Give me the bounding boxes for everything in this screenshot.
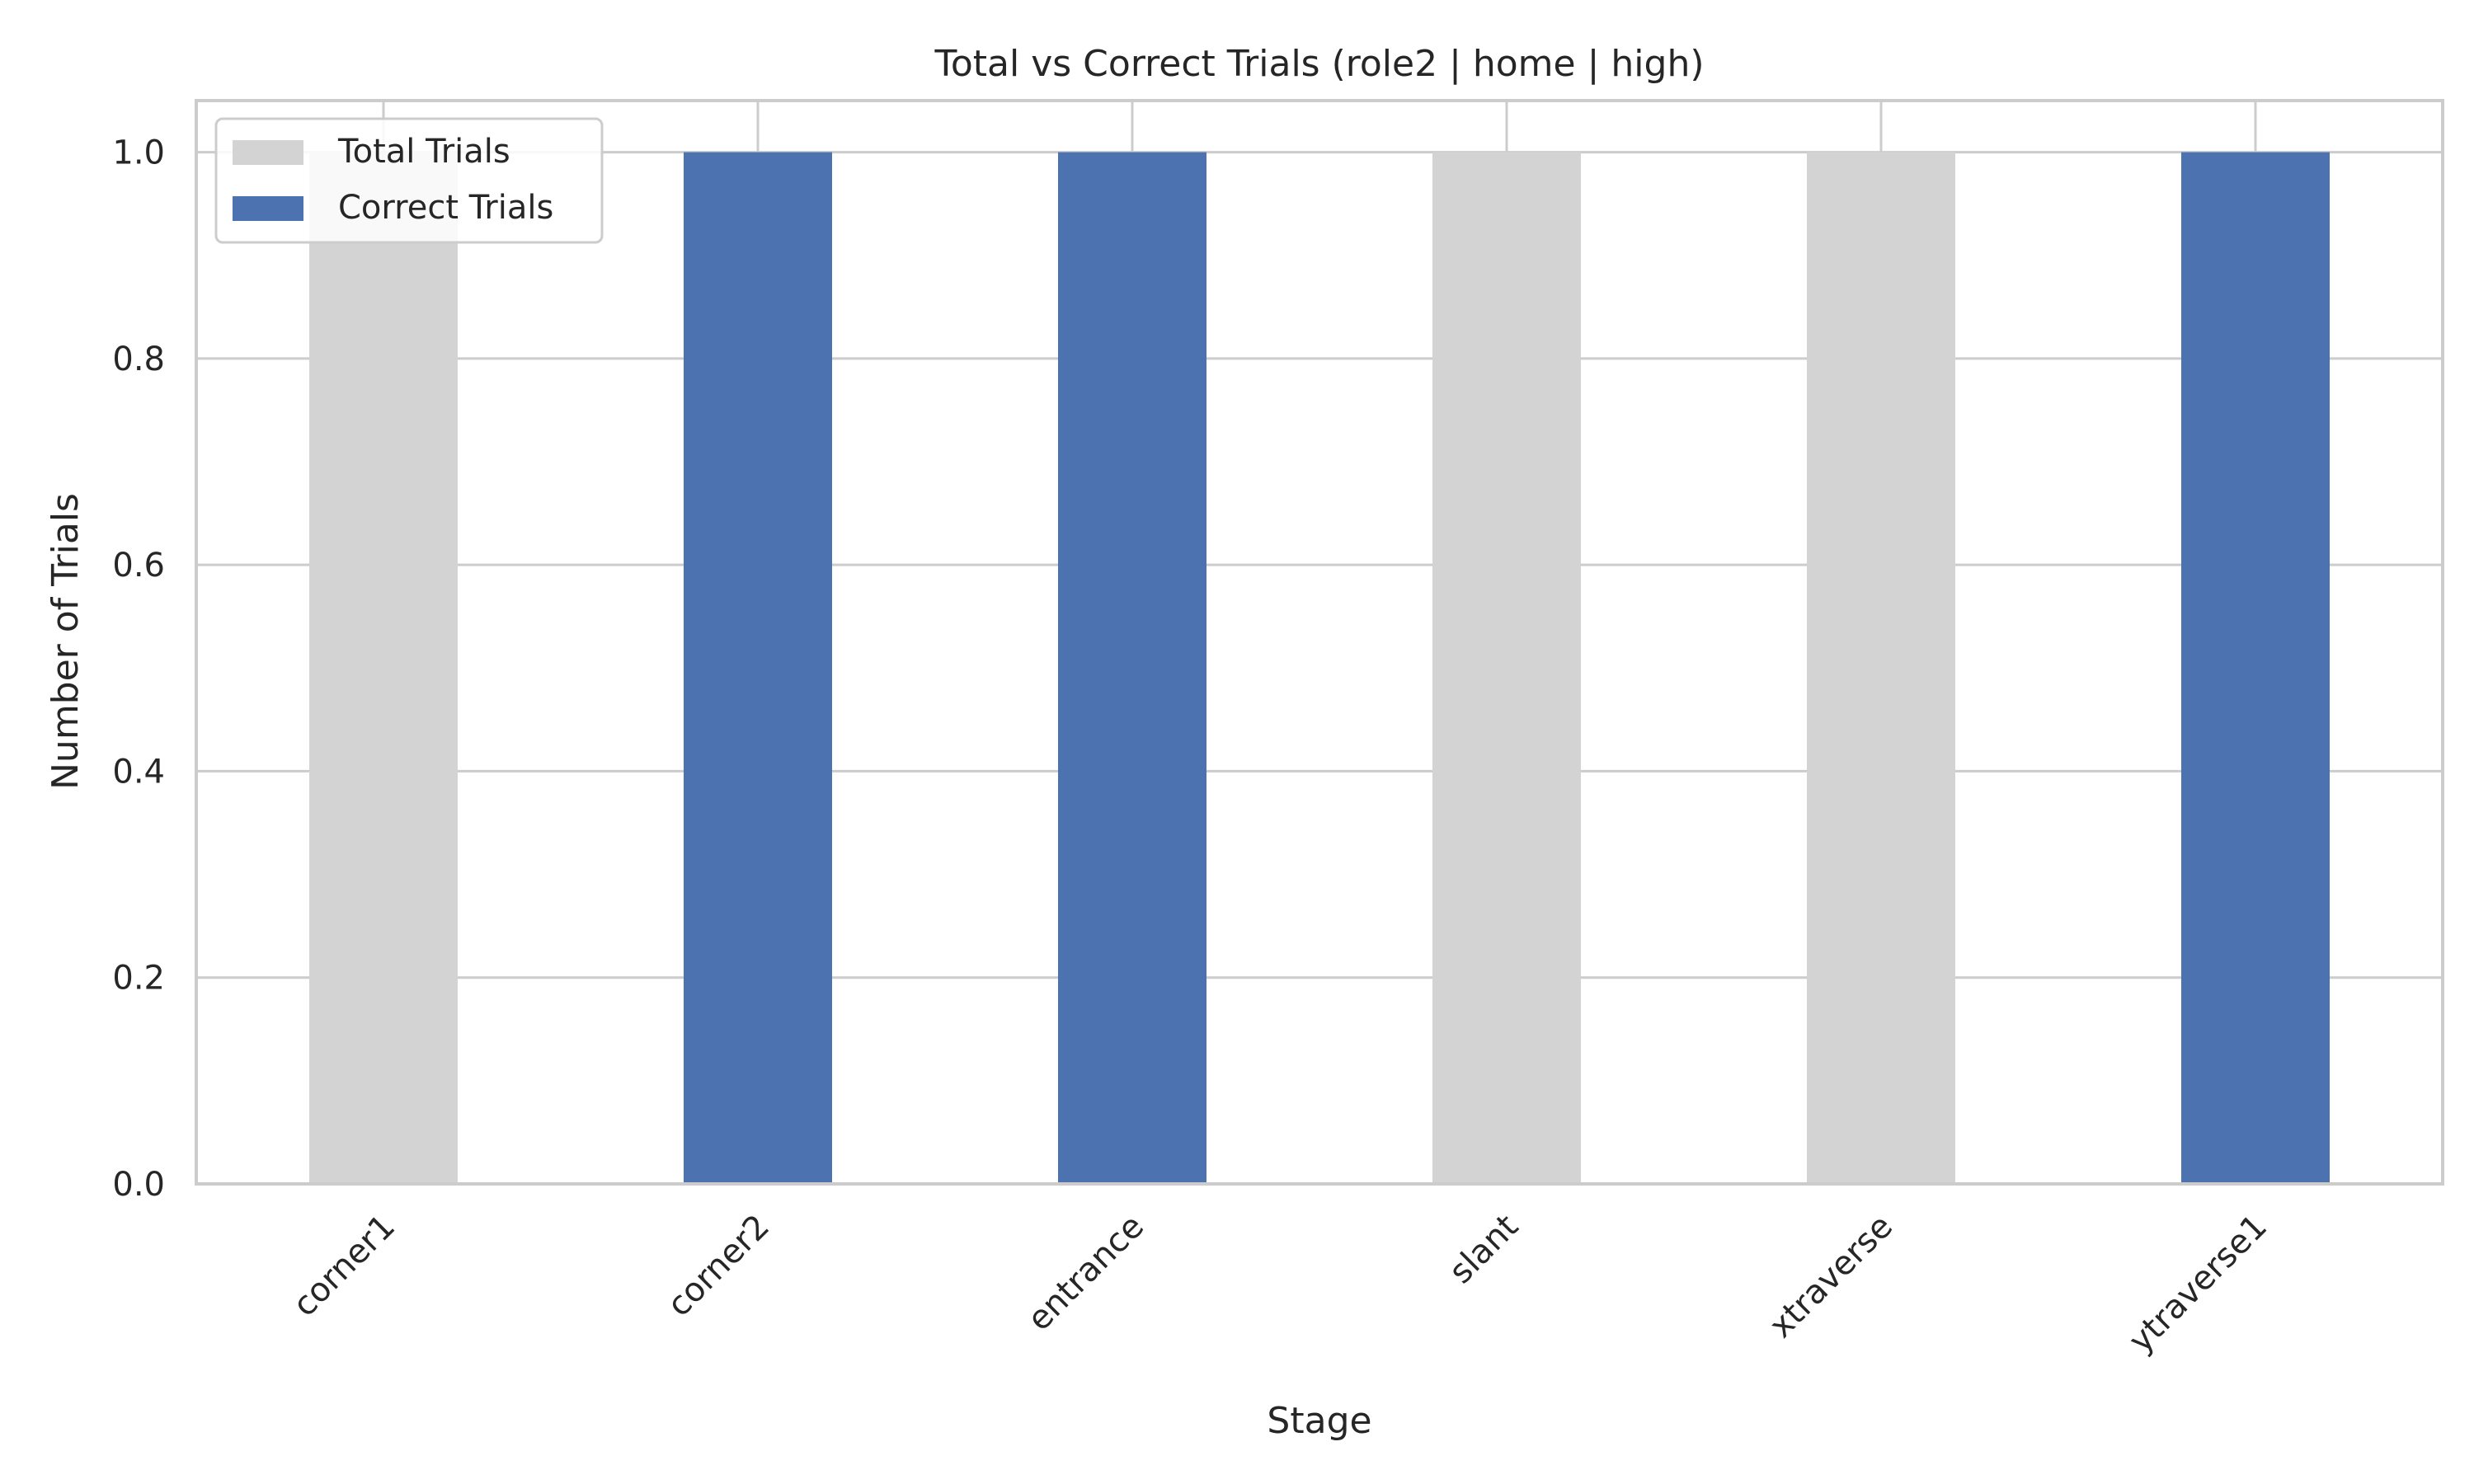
y-tick-label: 0.8 bbox=[112, 340, 165, 378]
bar-correct-trials-entrance bbox=[1058, 152, 1206, 1185]
plot-frame bbox=[195, 99, 2444, 1186]
legend-label: Correct Trials bbox=[338, 189, 553, 227]
y-tick-label: 0.2 bbox=[112, 960, 165, 998]
bar-correct-trials-corner2 bbox=[684, 152, 832, 1185]
y-axis-label: Number of Trials bbox=[45, 493, 87, 790]
legend-swatch bbox=[233, 196, 303, 221]
bars bbox=[309, 152, 2330, 1185]
legend: Total Trials Correct Trials bbox=[214, 117, 604, 244]
bar-correct-trials-ytraverse1 bbox=[2181, 152, 2330, 1185]
chart-title: Total vs Correct Trials (role2 | home | … bbox=[934, 43, 1704, 85]
bar-total-trials-slant bbox=[1432, 152, 1581, 1185]
y-axis-ticks: 0.0 0.2 0.4 0.6 0.8 1.0 bbox=[112, 134, 165, 1204]
bar-total-trials-xtraverse bbox=[1807, 152, 1955, 1185]
y-tick-label: 0.0 bbox=[112, 1166, 165, 1204]
y-tick-label: 0.4 bbox=[112, 753, 165, 791]
legend-frame bbox=[214, 117, 604, 244]
x-axis-label: Stage bbox=[1267, 1400, 1371, 1442]
legend-swatch bbox=[233, 140, 303, 165]
y-tick-label: 1.0 bbox=[112, 134, 165, 172]
y-tick-label: 0.6 bbox=[112, 547, 165, 585]
legend-label: Total Trials bbox=[337, 133, 510, 171]
bar-total-trials-corner1 bbox=[309, 152, 458, 1185]
